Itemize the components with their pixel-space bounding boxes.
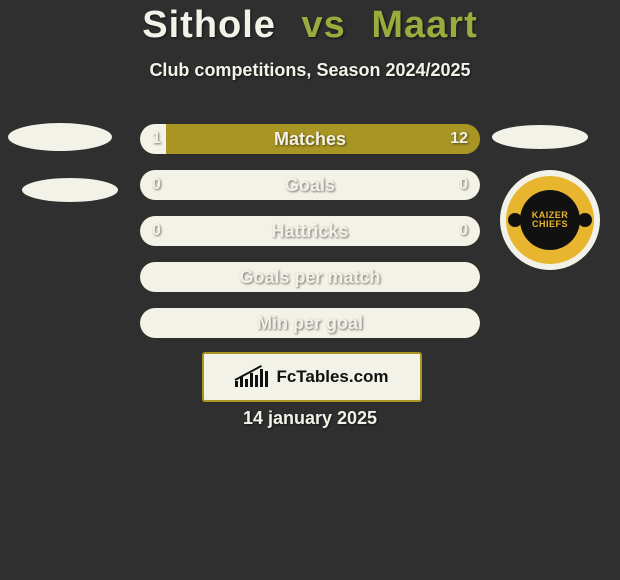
- stat-bar: Goals per match: [140, 262, 480, 292]
- brand-bars-icon: [235, 367, 268, 387]
- stat-value-right: 12: [450, 124, 468, 154]
- club-badge-text-bottom: CHIEFS: [532, 220, 569, 229]
- title: Sithole vs Maart: [0, 4, 620, 47]
- stat-value-right: 0: [459, 170, 468, 200]
- left-club-shape-2: [22, 178, 118, 202]
- left-club-shape-1: [8, 123, 112, 151]
- title-player1: Sithole: [142, 4, 276, 46]
- brand-text: FcTables.com: [276, 367, 388, 387]
- club-badge-ball-right: [578, 213, 592, 227]
- date-text: 14 january 2025: [0, 408, 620, 429]
- stat-value-left: 0: [152, 216, 161, 246]
- club-badge-ball-left: [508, 213, 522, 227]
- stat-bar: Min per goal: [140, 308, 480, 338]
- stat-bar: Matches1 12: [140, 124, 480, 154]
- stat-label: Matches: [140, 124, 480, 154]
- stats-bars: Matches112Goals00Hattricks00Goals per ma…: [140, 124, 480, 354]
- brand-bar-icon-bar: [265, 371, 268, 387]
- stat-value-left: 1: [152, 124, 161, 154]
- right-club-shape-1: [492, 125, 588, 149]
- title-player2: Maart: [371, 4, 477, 46]
- brand-bar-icon-bar: [245, 379, 248, 387]
- club-badge-text: KAIZER CHIEFS: [532, 211, 569, 230]
- brand-bar-icon-bar: [235, 381, 238, 387]
- club-badge-inner: KAIZER CHIEFS: [520, 190, 580, 250]
- stat-bar: Hattricks0 0: [140, 216, 480, 246]
- right-club-badge: KAIZER CHIEFS: [500, 170, 600, 270]
- brand-box: FcTables.com: [202, 352, 422, 402]
- brand-bar-icon-bar: [250, 373, 253, 387]
- stat-label: Goals per match: [140, 262, 480, 292]
- title-vs: vs: [302, 4, 346, 46]
- stat-label: Hattricks: [140, 216, 480, 246]
- infographic-root: Sithole vs Maart Club competitions, Seas…: [0, 0, 620, 580]
- brand-bar-icon-bar: [260, 369, 263, 387]
- stat-label: Min per goal: [140, 308, 480, 338]
- subtitle: Club competitions, Season 2024/2025: [0, 60, 620, 81]
- stat-bar: Goals0 0: [140, 170, 480, 200]
- stat-label: Goals: [140, 170, 480, 200]
- stat-value-right: 0: [459, 216, 468, 246]
- stat-value-left: 0: [152, 170, 161, 200]
- brand-bar-icon-bar: [255, 375, 258, 387]
- brand-bar-icon-bar: [240, 377, 243, 387]
